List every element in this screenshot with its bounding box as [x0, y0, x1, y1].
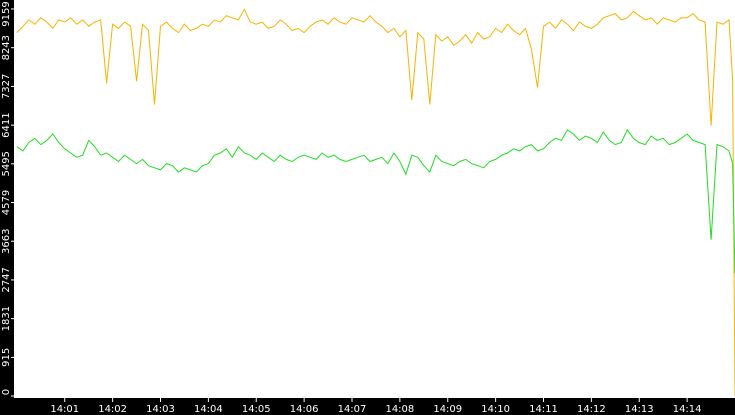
x-tick-label: 14:03 — [146, 404, 175, 415]
x-tick-label: 14:07 — [338, 404, 367, 415]
x-tick-label: 14:02 — [98, 404, 127, 415]
x-tick-label: 14:10 — [481, 404, 510, 415]
y-tick-label: 8243 — [1, 35, 12, 60]
series-line — [16, 8, 735, 397]
y-tick-label: 1831 — [1, 306, 12, 331]
x-tick-label: 14:13 — [625, 404, 654, 415]
x-tick-label: 14:01 — [50, 404, 79, 415]
x-tick-label: 14:11 — [529, 404, 558, 415]
y-tick-label: 0 — [1, 389, 12, 395]
x-tick-label: 14:06 — [290, 404, 319, 415]
y-tick-label: 4579 — [1, 190, 12, 215]
y-tick-label: 7327 — [1, 74, 12, 99]
x-tick-label: 14:09 — [433, 404, 462, 415]
y-tick-label: 9159 — [1, 1, 12, 26]
x-tick-label: 14:08 — [385, 404, 414, 415]
x-tick-label: 14:04 — [194, 404, 223, 415]
y-tick-label: 5495 — [1, 151, 12, 176]
y-axis-strip — [0, 0, 14, 415]
y-tick-label: 2747 — [1, 267, 12, 292]
series-line — [16, 128, 735, 274]
x-tick-label: 14:12 — [577, 404, 606, 415]
x-axis-strip — [0, 398, 735, 415]
y-tick-label: 6411 — [1, 112, 12, 137]
x-tick-label: 14:14 — [673, 404, 702, 415]
y-tick-label: 915 — [1, 348, 12, 367]
x-tick-label: 14:05 — [242, 404, 271, 415]
y-tick-label: 3663 — [1, 228, 12, 253]
